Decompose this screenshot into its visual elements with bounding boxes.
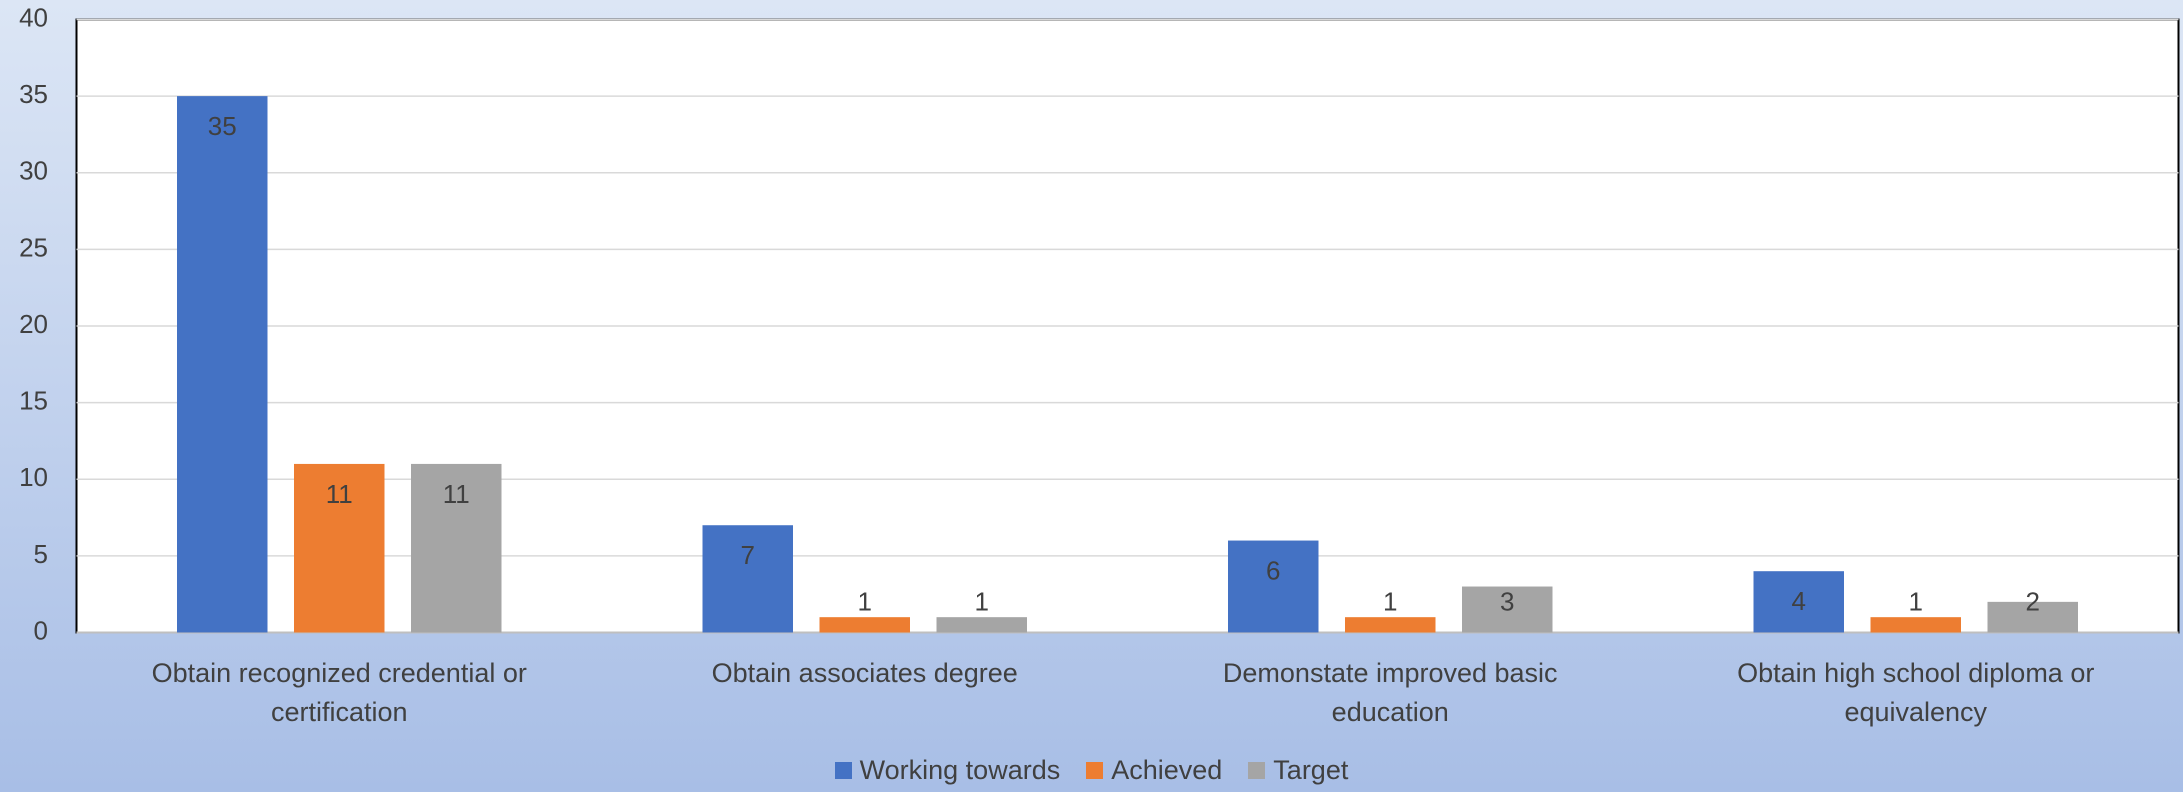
legend-label: Achieved — [1111, 755, 1223, 785]
y-tick-label: 40 — [19, 2, 48, 32]
data-label: 1 — [858, 586, 872, 616]
y-tick-label: 20 — [19, 309, 48, 339]
legend-item: Achieved — [1086, 755, 1222, 786]
y-tick-label: 15 — [19, 386, 48, 416]
data-label: 4 — [1792, 586, 1806, 616]
data-label: 3 — [1500, 586, 1514, 616]
x-tick-label: Demonstate improved basic education — [1222, 658, 1558, 727]
bar — [1462, 586, 1553, 633]
data-label: 6 — [1266, 555, 1280, 585]
bar — [1987, 601, 2078, 633]
data-label: 35 — [208, 111, 237, 141]
data-label: 1 — [1909, 586, 1923, 616]
bar — [819, 617, 910, 633]
y-tick-label: 0 — [34, 615, 48, 645]
x-tick-label: Obtain recognized credential or certific… — [151, 658, 527, 727]
legend-item: Target — [1248, 755, 1348, 786]
y-tick-label: 10 — [19, 462, 48, 492]
data-label: 1 — [1383, 586, 1397, 616]
data-label: 11 — [326, 479, 353, 509]
legend-swatch — [1086, 762, 1104, 779]
legend-label: Target — [1273, 755, 1349, 785]
y-tick-label: 30 — [19, 156, 48, 186]
legend-label: Working towards — [859, 755, 1061, 785]
y-tick-label: 35 — [19, 79, 48, 109]
bar — [411, 463, 502, 633]
data-label: 7 — [741, 540, 755, 570]
x-tick-label: Obtain associates degree — [711, 658, 1018, 688]
y-tick-label: 5 — [34, 539, 48, 569]
bar — [177, 96, 268, 633]
bar — [1345, 617, 1436, 633]
bar — [1870, 617, 1961, 633]
bar — [702, 525, 793, 633]
legend-item: Working towards — [834, 755, 1061, 786]
data-label: 2 — [2026, 586, 2040, 616]
bar — [1753, 571, 1844, 633]
bar — [936, 617, 1027, 633]
legend-swatch — [1248, 762, 1266, 779]
legend: Working towards Achieved Target — [0, 755, 2183, 786]
x-tick-label: Obtain high school diploma or equivalenc… — [1737, 658, 2095, 727]
data-label: 11 — [443, 479, 470, 509]
bar — [1228, 540, 1319, 633]
y-tick-label: 25 — [19, 232, 48, 262]
legend-swatch — [834, 762, 852, 779]
data-label: 1 — [975, 586, 989, 616]
bar — [294, 463, 385, 633]
